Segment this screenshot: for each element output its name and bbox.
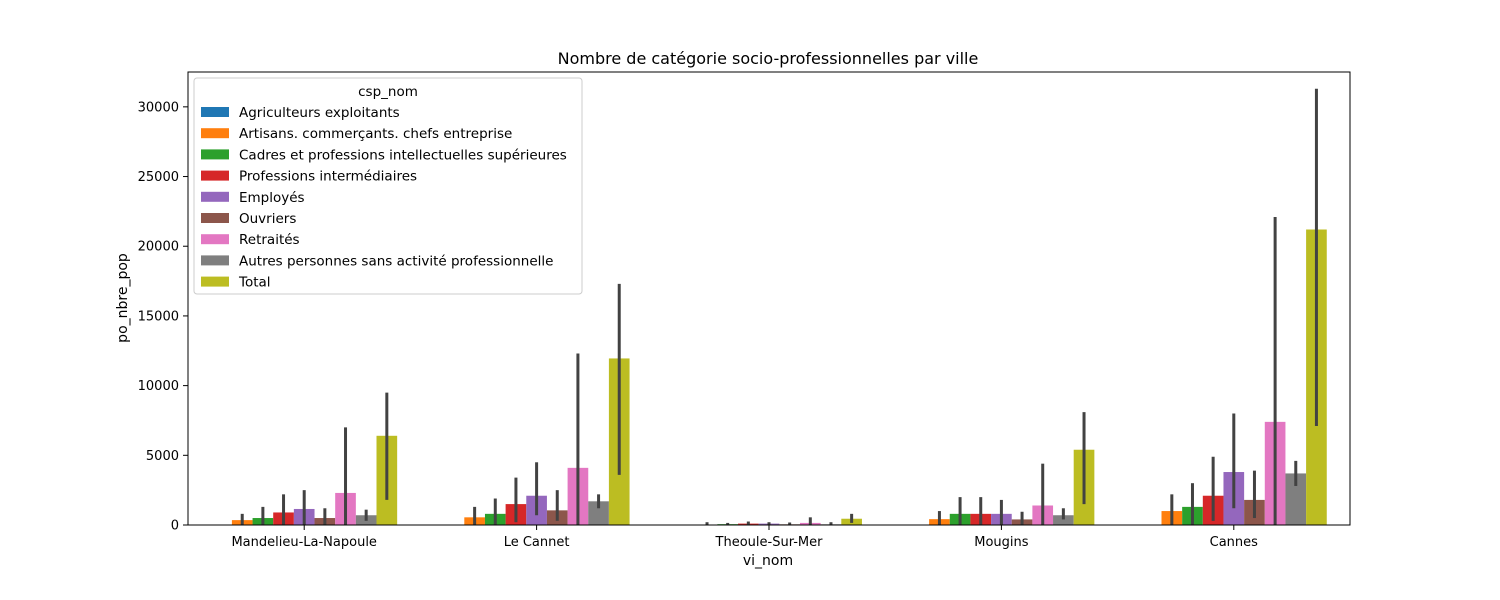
legend-entry: Total <box>238 275 271 291</box>
x-tick-label: Theoule-Sur-Mer <box>715 535 824 550</box>
y-tick-label: 25000 <box>138 170 179 185</box>
bar <box>1285 473 1307 525</box>
x-tick-label: Mandelieu-La-Napoule <box>231 535 376 550</box>
x-tick-label: Le Cannet <box>504 535 570 550</box>
x-axis-title: vi_nom <box>743 553 793 569</box>
plot-area: 0 5000 10000 15000 20000 25000 30000 Mandelieu-… <box>138 71 1351 550</box>
y-tick-label: 5000 <box>146 449 179 464</box>
x-tick-label: Cannes <box>1210 535 1259 550</box>
bar <box>1053 515 1074 525</box>
legend-swatch <box>201 255 229 266</box>
legend-entry: Ouvriers <box>239 211 296 227</box>
legend-swatch <box>201 170 229 181</box>
y-tick-label: 30000 <box>138 100 179 115</box>
y-tick-label: 0 <box>171 519 179 534</box>
legend-entry: Employés <box>239 190 305 206</box>
legend-swatch <box>201 149 229 160</box>
legend-entry: Agriculteurs exploitants <box>239 105 400 121</box>
legend-swatch <box>201 191 229 202</box>
y-axis-title: po_nbre_pop <box>115 253 131 343</box>
legend-swatch <box>201 213 229 223</box>
legend-box <box>193 77 583 295</box>
legend-entry: Retraités <box>239 232 300 248</box>
bar <box>588 501 609 525</box>
legend-entry: Professions intermédiaires <box>239 169 417 185</box>
legend-swatch <box>201 276 229 287</box>
x-tick-label: Mougins <box>974 535 1029 550</box>
legend-swatch <box>201 128 229 139</box>
y-tick-label: 20000 <box>138 240 179 255</box>
legend-title: csp_nom <box>358 84 418 100</box>
legend-swatch <box>201 107 229 117</box>
y-tick-label: 15000 <box>138 309 179 324</box>
legend-swatch <box>201 234 229 245</box>
y-tick-label: 10000 <box>138 379 179 394</box>
legend-entry: Autres personnes sans activité professio… <box>239 253 553 269</box>
legend: csp_nom Agriculteurs exploitants Artisans.… <box>193 77 583 295</box>
legend-entry: Cadres et professions intellectuelles su… <box>239 147 567 163</box>
legend-entry: Artisans. commerçants. chefs entreprise <box>239 126 512 142</box>
chart-title: Nombre de catégorie socio-professionnell… <box>558 49 979 68</box>
